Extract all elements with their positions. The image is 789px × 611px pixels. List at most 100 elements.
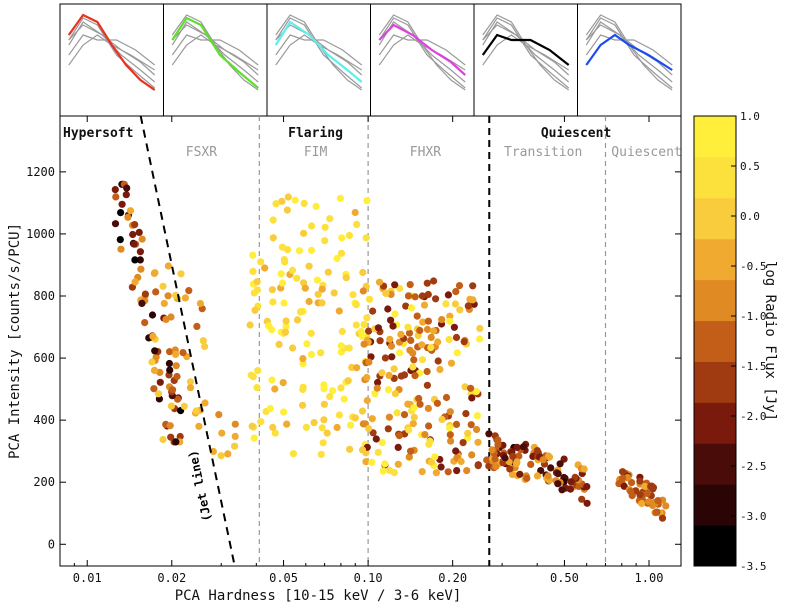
data-point-fhxr [382, 289, 390, 297]
state-group-flaring: Flaring [288, 126, 343, 141]
x-axis-title: PCA Hardness [10-15 keV / 3-6 keV] [175, 588, 462, 604]
data-point-fhxr [396, 284, 404, 293]
data-point-fim [281, 328, 289, 336]
data-point-fhxr [462, 410, 470, 418]
data-point-fim [289, 450, 297, 458]
x-tick-label: 0.20 [438, 571, 467, 585]
data-point-fim [295, 247, 303, 255]
data-point-fim [333, 423, 341, 432]
data-point-fhxr [365, 295, 374, 303]
data-point-fhxr [390, 365, 398, 373]
data-point-fhxr [378, 439, 386, 447]
data-point-fhxr [413, 312, 421, 320]
data-point-transition [583, 483, 591, 491]
colorbar-band [694, 279, 736, 322]
data-point-hypersoft [166, 422, 174, 430]
data-point-transition [580, 465, 588, 473]
data-point-fhxr [365, 358, 373, 366]
state-label-fim: FIM [304, 145, 328, 160]
data-point-fim [288, 266, 297, 274]
data-point-quiescent [641, 482, 649, 490]
data-point-hypersoft [141, 290, 149, 298]
data-point-transition [567, 478, 575, 486]
colorbar-frame [693, 115, 737, 567]
spectrum-fhxr [378, 23, 466, 76]
data-point-quiescent [619, 468, 627, 476]
data-point-fim [338, 327, 346, 336]
data-point-fim [346, 445, 354, 453]
data-point-fhxr [393, 409, 401, 417]
data-point-fhxr [415, 394, 423, 403]
data-point-fim [324, 268, 332, 276]
data-point-fhxr [452, 447, 460, 455]
y-tick-label: 1000 [26, 227, 55, 241]
spectrum-reference-3 [482, 24, 570, 76]
y-axis-title: PCA Intensity [counts/s/PCU] [7, 223, 23, 459]
data-point-fhxr [374, 324, 382, 332]
data-point-fim [351, 208, 359, 217]
data-point-fim [268, 376, 276, 384]
data-point-fhxr [437, 463, 445, 471]
data-point-transition [539, 456, 547, 464]
data-point-transition [560, 455, 568, 463]
data-point-fhxr [430, 327, 438, 335]
data-point-fhxr [434, 338, 442, 346]
data-point-fim [337, 249, 346, 257]
data-point-fim [293, 316, 302, 324]
data-point-fim [250, 434, 258, 442]
data-point-fhxr [394, 460, 402, 468]
data-point-fhxr [381, 460, 389, 468]
data-point-transition [566, 485, 575, 493]
data-point-fsxr-tail [231, 442, 239, 450]
data-point-fhxr [469, 282, 477, 290]
data-point-fhxr [374, 378, 382, 387]
data-point-fim [282, 317, 290, 325]
data-point-fim [279, 279, 287, 287]
data-point-fsxr-tail [224, 450, 232, 458]
data-point-fim [363, 197, 371, 205]
data-point-fim [320, 400, 328, 408]
data-point-fim [283, 206, 291, 214]
data-point-fim [246, 321, 254, 329]
data-point-fhxr [423, 279, 431, 287]
data-point-fsxr [167, 402, 175, 410]
data-point-hypersoft [136, 256, 144, 264]
data-point-hypersoft [138, 235, 146, 243]
data-point-fsxr [173, 372, 181, 381]
colorbar-tick-label: 0.5 [740, 160, 760, 173]
x-tick-label: 0.10 [354, 571, 383, 585]
data-point-fim [342, 274, 350, 282]
data-point-fim [303, 340, 311, 348]
data-point-hypersoft [118, 200, 126, 208]
x-axis: 0.01 0.02 0.05 0.10 0.20 0.50 1.00 [73, 116, 663, 585]
y-tick-label: 0 [48, 537, 55, 551]
data-point-fhxr [425, 422, 433, 430]
data-point-fim [266, 404, 274, 413]
data-point-fhxr [407, 447, 415, 455]
data-point-quiescent [627, 487, 635, 496]
data-point-transition [578, 495, 586, 503]
data-point-fhxr [360, 321, 368, 329]
data-point-fhxr [363, 373, 371, 382]
data-point-fhxr [365, 327, 373, 335]
data-point-hypersoft [150, 385, 158, 393]
data-point-fsxr-tail [231, 420, 239, 428]
data-point-hypersoft [126, 207, 135, 215]
data-point-fhxr [402, 302, 410, 310]
data-point-fim [335, 307, 343, 315]
data-point-fsxr [180, 402, 188, 410]
data-point-fhxr [432, 469, 440, 477]
data-point-fim [321, 223, 329, 231]
data-point-fim [318, 424, 326, 432]
data-point-hypersoft [172, 438, 180, 446]
data-point-fhxr [368, 458, 376, 466]
data-point-fhxr [427, 344, 435, 352]
data-point-hypersoft [166, 348, 174, 356]
data-point-fhxr [425, 440, 433, 448]
data-point-fhxr [452, 333, 461, 342]
data-point-fsxr [159, 435, 167, 444]
data-point-fim [318, 299, 326, 307]
data-point-fim [300, 279, 308, 287]
data-point-fim [320, 416, 328, 424]
